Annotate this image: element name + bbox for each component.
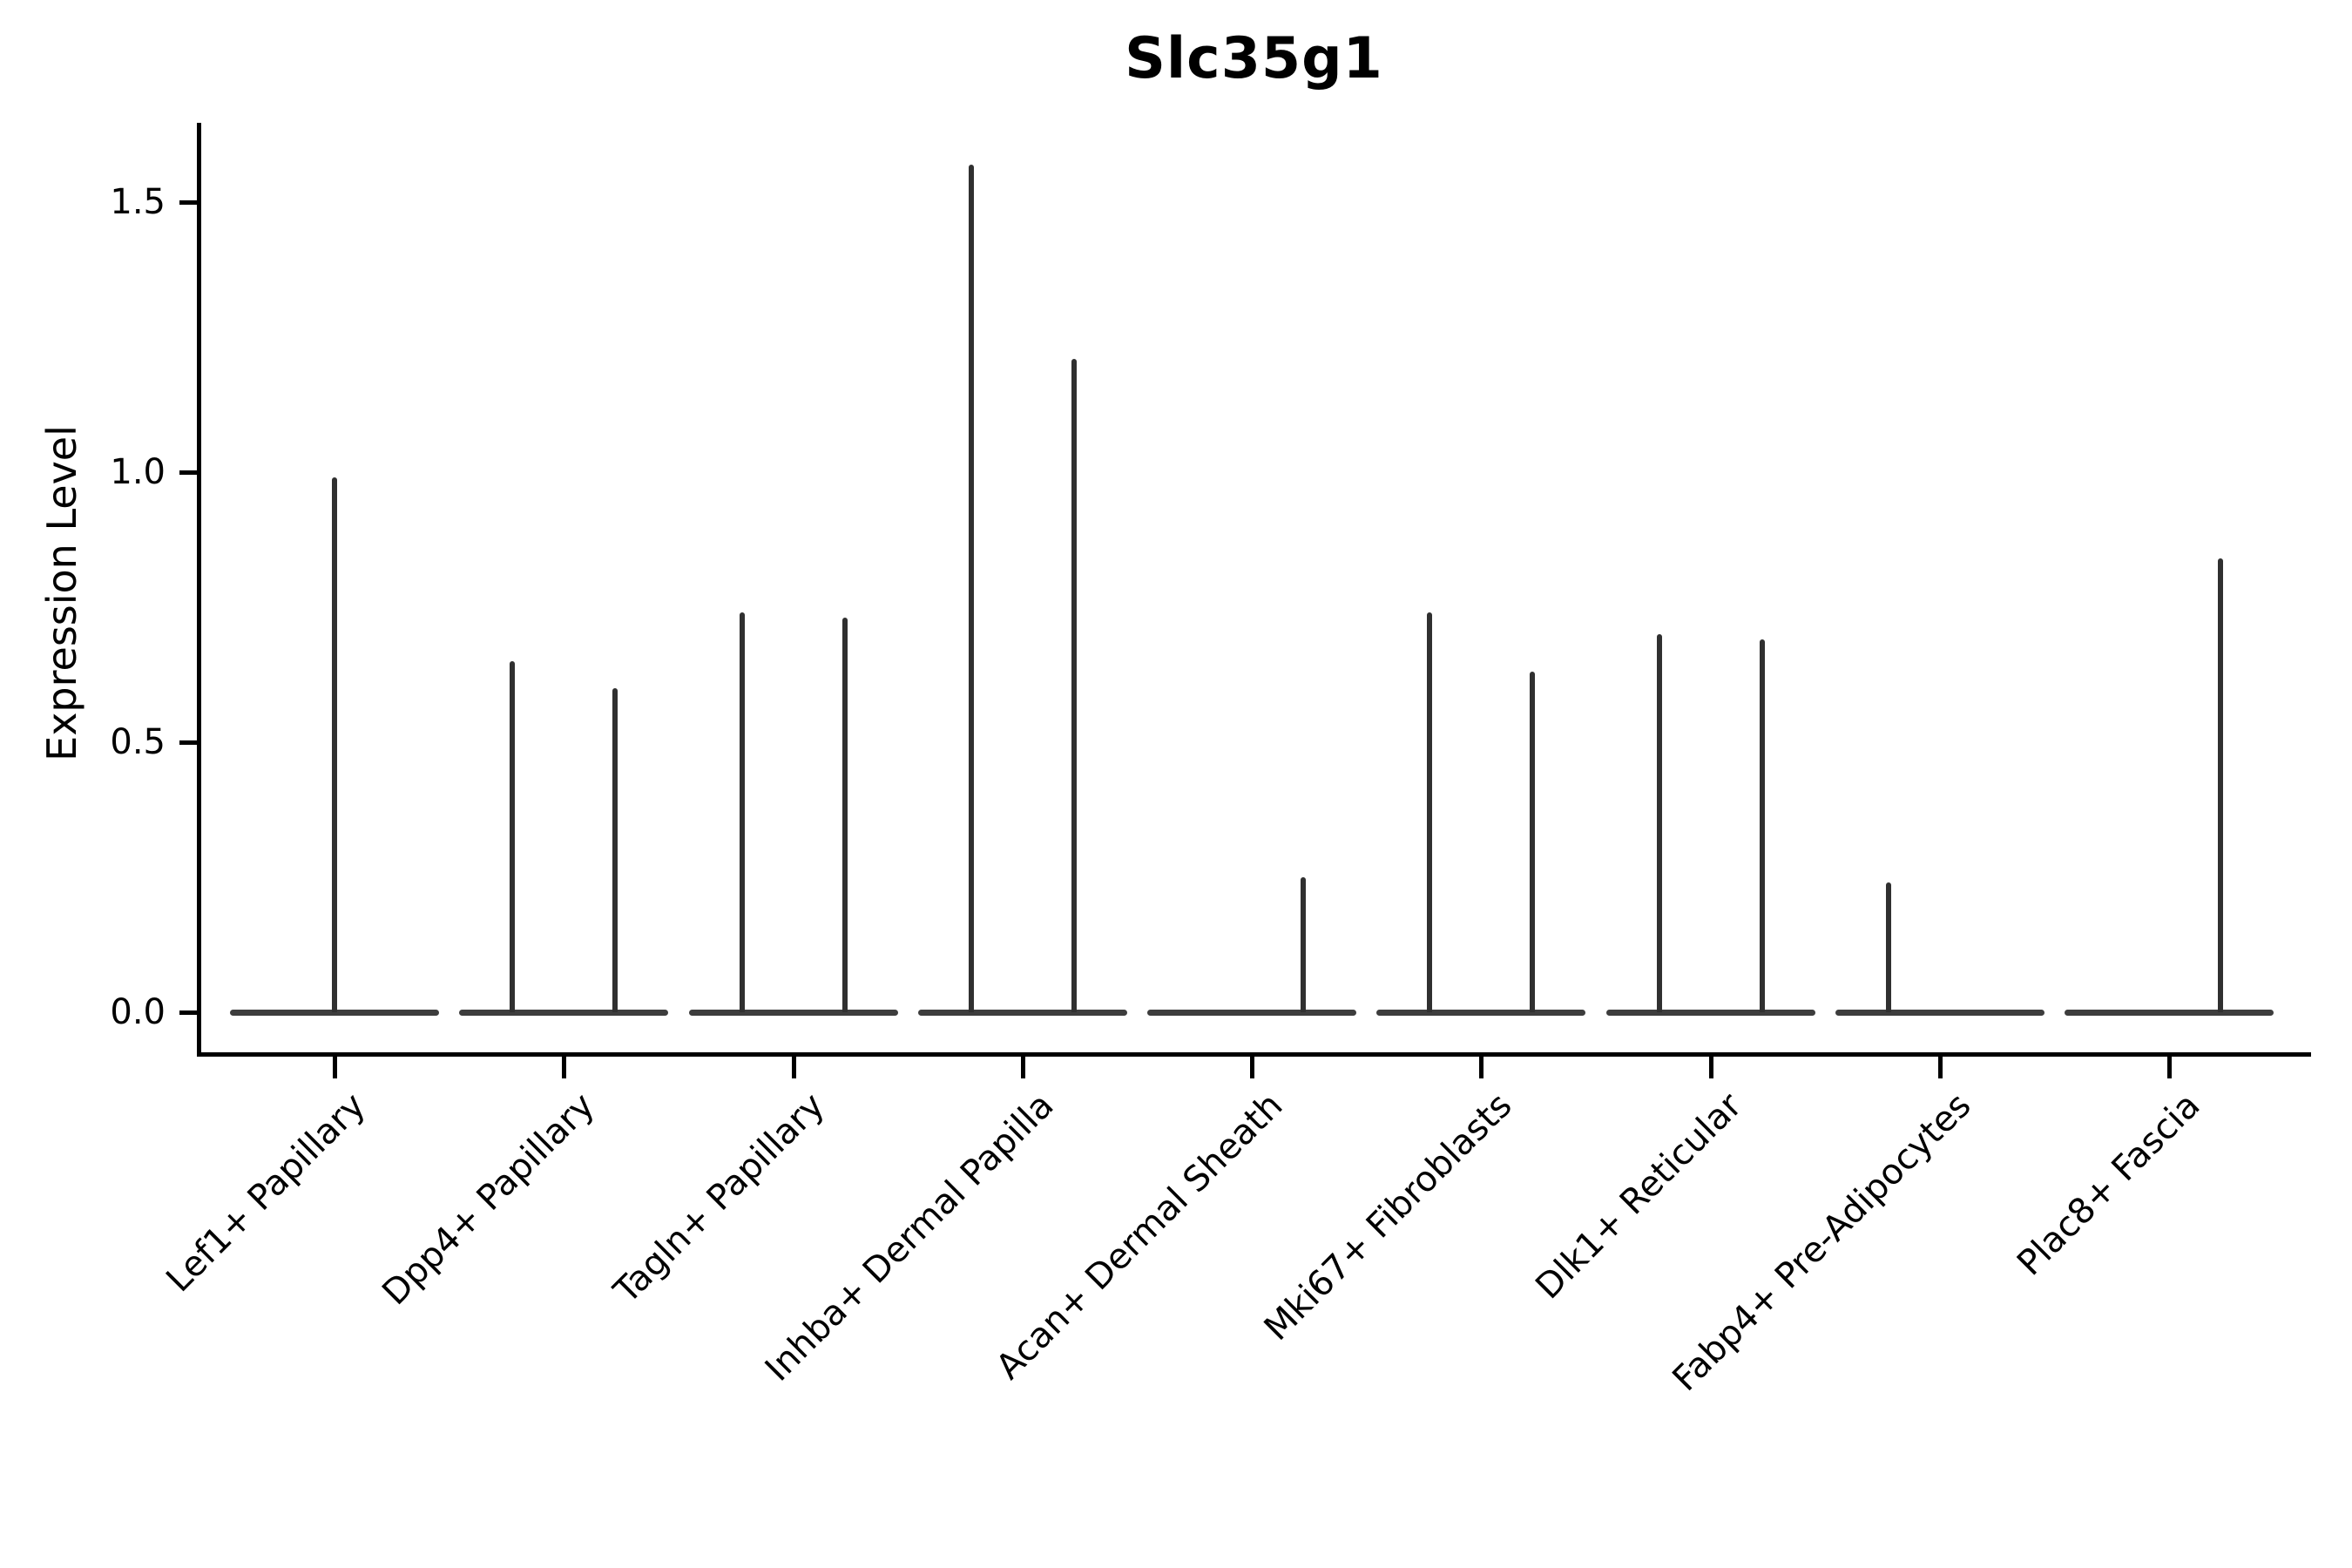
violin-spike [1530, 672, 1536, 1012]
violin-baseline [1376, 1010, 1586, 1016]
violin-spike [612, 688, 618, 1012]
violin-spike [739, 612, 745, 1012]
y-tick [179, 200, 199, 205]
y-tick-label: 0.0 [110, 992, 166, 1032]
x-tick-label: Dlk1+ Reticular [1527, 1085, 1750, 1308]
x-tick-label: Acan+ Dermal Sheath [988, 1085, 1291, 1388]
violin-spike [841, 618, 848, 1012]
violin-spike [1071, 359, 1077, 1012]
violin-spike [1427, 612, 1433, 1012]
violin-spike [1656, 634, 1662, 1012]
violin-spike [1301, 877, 1306, 1012]
x-tick [1250, 1057, 1254, 1078]
chart-title: Slc35g1 [1125, 26, 1383, 91]
y-tick-label: 1.5 [110, 182, 166, 222]
x-tick-label: Mki67+ Fibroblasts [1256, 1085, 1520, 1348]
y-tick-label: 1.0 [110, 452, 166, 492]
violin-baseline [459, 1010, 669, 1016]
x-tick [791, 1057, 796, 1078]
violin-baseline [1605, 1010, 1815, 1016]
violin-baseline [917, 1010, 1127, 1016]
x-axis-spine [197, 1052, 2311, 1057]
x-tick [2167, 1057, 2172, 1078]
x-tick-label: Inhba+ Dermal Papilla [757, 1085, 1062, 1389]
violin-baseline [2065, 1010, 2274, 1016]
y-axis-label: Expression Level [38, 425, 85, 761]
violin-baseline [1835, 1010, 2044, 1016]
violin-spike [2218, 558, 2223, 1012]
x-tick [1937, 1057, 1943, 1078]
y-tick [179, 470, 199, 475]
x-tick [1479, 1057, 1484, 1078]
violin-baseline [1147, 1010, 1356, 1016]
y-tick [179, 740, 199, 745]
violin-spike [332, 477, 337, 1012]
violin-baseline [230, 1010, 439, 1016]
y-tick [179, 1010, 199, 1015]
violin-baseline [688, 1010, 898, 1016]
x-tick-label: Tagln+ Papillary [605, 1085, 833, 1312]
x-tick [333, 1057, 337, 1078]
x-tick [1708, 1057, 1713, 1078]
x-tick-label: Plac8+ Fascia [2010, 1085, 2208, 1284]
violin-spike [510, 661, 516, 1012]
x-tick [1020, 1057, 1025, 1078]
violin-spike [1759, 639, 1765, 1012]
violin-spike [968, 165, 974, 1012]
x-tick [562, 1057, 567, 1078]
x-tick-label: Fabp4+ Pre-Adipocytes [1665, 1085, 1979, 1400]
violin-spike [1885, 882, 1891, 1012]
y-axis-spine [197, 123, 201, 1057]
y-tick-label: 0.5 [110, 722, 166, 762]
x-tick-label: Dpp4+ Papillary [375, 1085, 603, 1314]
